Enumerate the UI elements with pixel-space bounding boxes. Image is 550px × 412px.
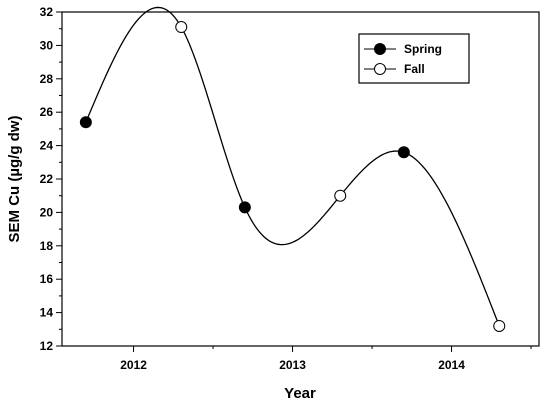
legend-box: [358, 33, 470, 84]
legend-label-fall: Fall: [404, 62, 425, 76]
spring-data-point: [397, 146, 410, 159]
marker-layer: [79, 21, 506, 332]
x-tick-label: 2013: [279, 358, 306, 372]
y-tick-label: 12: [40, 339, 54, 353]
y-tick-label: 18: [40, 239, 54, 253]
y-axis-title: SEM Cu (µg/g dw): [6, 116, 23, 243]
y-tick-label: 30: [40, 38, 54, 52]
y-tick-label: 28: [40, 72, 54, 86]
x-axis-title: Year: [284, 385, 316, 402]
tick-layer: 12 14 16 18 20 22 24 26 28 30 32 2012 2013 2014: [40, 5, 532, 372]
y-tick-label: 16: [40, 272, 54, 286]
y-tick-label: 24: [40, 139, 54, 153]
spring-data-point: [238, 201, 251, 214]
x-tick-label: 2012: [120, 358, 147, 372]
fall-data-point: [175, 21, 188, 34]
x-tick-label: 2014: [438, 358, 465, 372]
series-curve: [85, 6, 500, 327]
legend-label-spring: Spring: [404, 42, 442, 56]
spring-data-point: [79, 116, 92, 129]
legend-marker-fall: [374, 63, 386, 75]
y-tick-label: 32: [40, 5, 54, 19]
y-tick-label: 26: [40, 105, 54, 119]
y-tick-label: 14: [40, 306, 54, 320]
y-tick-label: 22: [40, 172, 54, 186]
legend-marker-spring: [374, 43, 386, 55]
fall-data-point: [493, 319, 506, 332]
fall-data-point: [334, 189, 347, 202]
legend: Spring Fall: [358, 33, 470, 84]
y-tick-label: 20: [40, 205, 54, 219]
curve-layer: [85, 6, 500, 327]
